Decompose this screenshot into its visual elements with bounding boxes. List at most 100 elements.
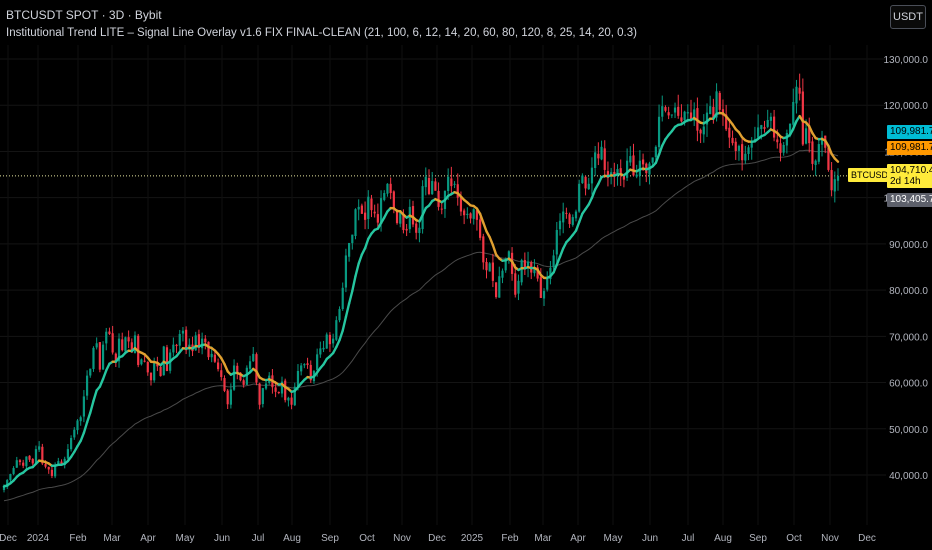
candle xyxy=(418,222,421,243)
candle xyxy=(517,274,520,301)
candle xyxy=(185,326,188,355)
candles-layer xyxy=(2,73,840,493)
signal-line-segment xyxy=(85,411,92,424)
candle xyxy=(482,233,485,270)
candle xyxy=(757,114,760,140)
candle xyxy=(117,333,121,368)
candle xyxy=(568,212,571,228)
candle xyxy=(782,141,785,156)
candle xyxy=(201,332,204,355)
time-tick-label: Oct xyxy=(359,533,375,544)
signal-line-segment xyxy=(587,196,594,206)
candle xyxy=(85,370,89,400)
candle xyxy=(555,221,558,263)
price-tick-label: 80,000.0 xyxy=(889,286,928,297)
price-tick-label: 50,000.0 xyxy=(889,425,928,436)
candle xyxy=(750,137,753,160)
signal-line-segment xyxy=(89,399,95,414)
signal-line-segment xyxy=(657,144,664,156)
signal-line-segment xyxy=(347,289,354,305)
candle xyxy=(590,157,594,195)
candle xyxy=(667,106,670,120)
candle xyxy=(817,139,820,165)
signal-line-segment xyxy=(597,175,603,186)
candle xyxy=(709,95,712,115)
candle xyxy=(95,337,98,350)
candle xyxy=(584,175,587,196)
candle xyxy=(744,145,747,164)
candle xyxy=(191,336,194,357)
candle xyxy=(526,251,530,278)
candle xyxy=(12,466,15,476)
candle xyxy=(552,249,555,270)
candle xyxy=(70,435,73,452)
signal-line-segment xyxy=(421,206,427,217)
candle xyxy=(229,383,232,409)
candle xyxy=(220,363,223,381)
signal-line-segment xyxy=(363,237,370,250)
signal-line-segment xyxy=(351,274,357,293)
candle xyxy=(399,211,402,228)
candle xyxy=(578,179,581,213)
candle xyxy=(47,466,50,474)
candle xyxy=(603,140,606,178)
candle xyxy=(731,130,734,146)
time-tick-label: Sep xyxy=(749,533,767,544)
candle xyxy=(808,117,811,153)
candle xyxy=(98,342,101,373)
candle xyxy=(463,208,466,225)
candle xyxy=(491,253,494,288)
signal-line-segment xyxy=(491,243,498,256)
candle xyxy=(332,333,335,348)
candle xyxy=(514,264,517,298)
candle xyxy=(712,98,715,124)
signal-line-segment xyxy=(223,362,229,373)
candle xyxy=(38,441,41,453)
price-tick-label: 130,000.0 xyxy=(884,55,929,66)
candle xyxy=(766,109,769,129)
candle xyxy=(546,271,549,292)
candle xyxy=(530,260,533,280)
candle xyxy=(830,161,833,197)
signal-line-segment xyxy=(105,362,111,372)
signal-line-segment xyxy=(341,315,348,332)
candle xyxy=(421,180,424,234)
candle xyxy=(411,200,415,228)
time-tick-label: Feb xyxy=(501,533,519,544)
candle xyxy=(15,456,18,469)
candle xyxy=(693,102,696,127)
candle xyxy=(836,168,840,191)
candle xyxy=(50,465,54,479)
candle xyxy=(360,203,363,214)
candle xyxy=(216,358,220,372)
candle xyxy=(363,201,367,230)
candle xyxy=(335,316,338,342)
signal-line-segment xyxy=(574,220,581,232)
candle xyxy=(76,419,79,435)
candle xyxy=(626,148,629,181)
signal-line-segment xyxy=(577,212,584,224)
candle xyxy=(424,167,427,196)
time-tick-label: Jul xyxy=(682,533,695,544)
candle xyxy=(236,362,239,380)
signal-line-segment xyxy=(344,302,351,319)
currency-button[interactable]: USDT xyxy=(890,5,926,29)
candle xyxy=(79,415,82,426)
candle xyxy=(549,261,552,285)
time-tick-label: Mar xyxy=(103,533,121,544)
candle xyxy=(108,327,111,336)
candle xyxy=(252,347,255,362)
candle xyxy=(472,208,475,225)
candle xyxy=(354,208,357,240)
candle xyxy=(542,288,546,306)
candle xyxy=(306,357,309,369)
candle xyxy=(581,173,584,184)
candle xyxy=(373,204,376,218)
candle xyxy=(479,216,482,241)
candle xyxy=(450,166,453,196)
signal-line-segment xyxy=(558,247,565,258)
candle xyxy=(207,341,210,360)
candle xyxy=(287,396,290,407)
